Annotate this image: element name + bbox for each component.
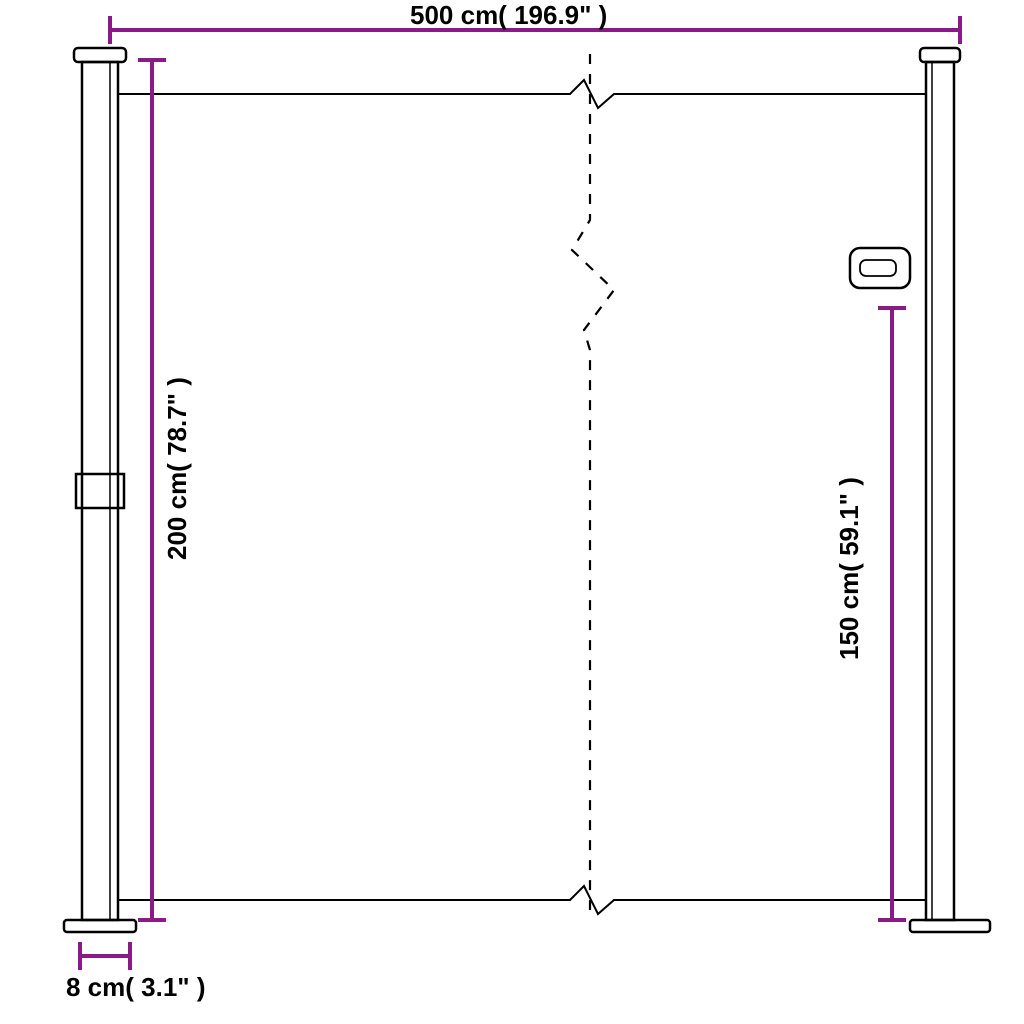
dimension-height-left-label: 200 cm( 78.7" ) (162, 377, 192, 560)
dimension-width-label: 500 cm( 196.9" ) (410, 0, 607, 30)
left-cassette-cap (74, 48, 126, 62)
dimension-height-right-label: 150 cm( 59.1" ) (834, 477, 864, 660)
right-pull-bar-cap (920, 48, 960, 62)
left-foot (64, 920, 136, 932)
pull-handle (850, 248, 910, 288)
right-foot (910, 920, 990, 932)
right-pull-bar (926, 62, 954, 920)
pull-handle-slot (860, 260, 896, 276)
left-cassette-post (82, 62, 118, 920)
length-break-line (572, 54, 614, 910)
dimension-depth-label: 8 cm( 3.1" ) (66, 972, 206, 1002)
